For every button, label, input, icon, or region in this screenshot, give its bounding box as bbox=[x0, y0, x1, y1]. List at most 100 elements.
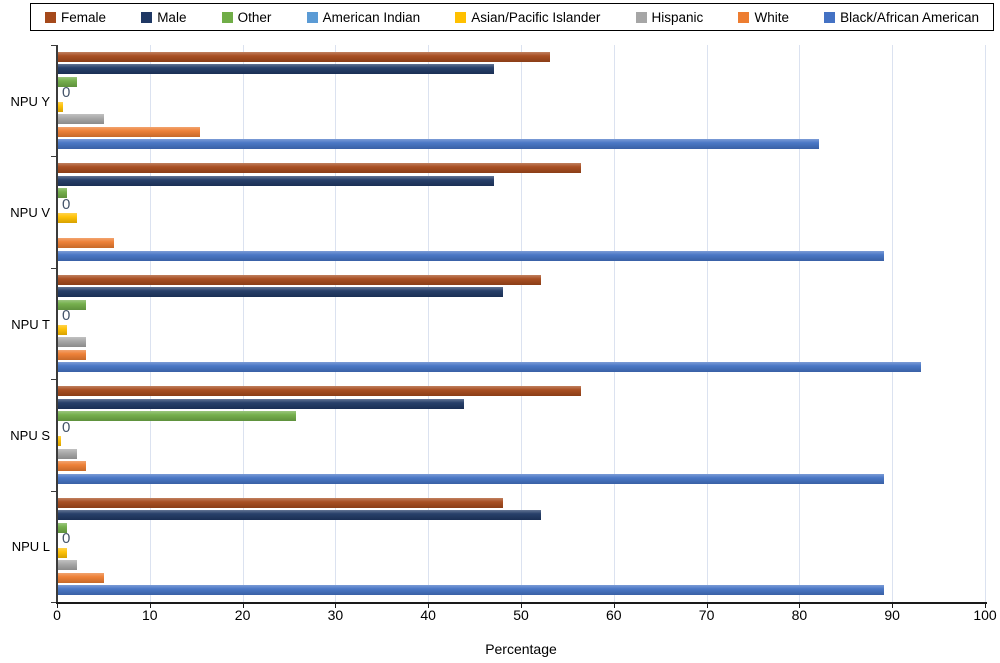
legend-item-female: Female bbox=[45, 10, 106, 25]
bar-female-npu-l bbox=[58, 497, 504, 508]
legend-label: Other bbox=[237, 9, 272, 25]
x-axis-tick bbox=[242, 604, 244, 608]
gridline-30 bbox=[335, 45, 337, 602]
legend-swatch-icon bbox=[306, 11, 318, 23]
bar-white-npu-y bbox=[58, 126, 200, 137]
category-label-npu-s: NPU S bbox=[10, 427, 50, 443]
bar-white-npu-t bbox=[58, 349, 86, 360]
x-tick-label-100: 100 bbox=[973, 607, 997, 623]
category-label-npu-y: NPU Y bbox=[10, 93, 51, 109]
x-axis-tick bbox=[521, 604, 522, 608]
bar-black-african-american-npu-l bbox=[58, 585, 884, 596]
category-label-npu-l: NPU L bbox=[11, 539, 50, 555]
legend-label: Male bbox=[157, 9, 187, 25]
bar-asian-pacific-islander-npu-s bbox=[58, 436, 61, 447]
x-tick-label-50: 50 bbox=[513, 607, 529, 623]
category-axis-tick bbox=[51, 490, 56, 492]
legend-item-other: Other bbox=[221, 9, 272, 25]
category-axis-tick bbox=[51, 45, 56, 46]
x-axis-line bbox=[56, 602, 987, 604]
bar-black-african-american-npu-t bbox=[58, 362, 922, 373]
bar-hispanic-npu-l bbox=[58, 560, 77, 571]
legend-swatch-icon bbox=[221, 11, 233, 23]
bar-male-npu-y bbox=[58, 64, 495, 75]
data-label-american-indian-npu-t: 0 bbox=[62, 307, 71, 325]
gridline-20 bbox=[242, 45, 244, 602]
bar-asian-pacific-islander-npu-v bbox=[58, 213, 77, 224]
bar-black-african-american-npu-s bbox=[58, 473, 884, 484]
x-tick-label-80: 80 bbox=[791, 607, 808, 623]
bar-white-npu-l bbox=[58, 572, 105, 583]
legend-swatch-icon bbox=[455, 11, 467, 23]
x-axis-title: Percentage bbox=[485, 641, 557, 657]
bar-male-npu-v bbox=[58, 175, 495, 186]
legend-label: American Indian bbox=[322, 9, 421, 25]
legend-item-male: Male bbox=[141, 10, 186, 25]
legend-label: White bbox=[754, 9, 789, 25]
x-axis-tick bbox=[613, 604, 615, 608]
data-label-american-indian-npu-y: 0 bbox=[62, 84, 71, 102]
x-axis-tick bbox=[335, 604, 337, 608]
category-label-npu-t: NPU T bbox=[11, 316, 50, 332]
bar-other-npu-l bbox=[58, 522, 68, 533]
bar-female-npu-s bbox=[58, 386, 582, 397]
data-label-american-indian-npu-l: 0 bbox=[62, 530, 71, 548]
gridline-40 bbox=[428, 45, 430, 602]
legend-label: Female bbox=[61, 9, 107, 25]
bar-male-npu-s bbox=[58, 398, 464, 409]
bar-black-african-american-npu-v bbox=[58, 250, 884, 261]
gridline-100 bbox=[985, 45, 986, 602]
legend-swatch-icon bbox=[635, 11, 647, 23]
category-label-npu-v: NPU V bbox=[10, 205, 50, 221]
x-tick-label-60: 60 bbox=[606, 607, 622, 623]
x-tick-label-70: 70 bbox=[698, 607, 715, 623]
legend-item-black-african-american: Black/African American bbox=[824, 10, 979, 25]
bar-white-npu-v bbox=[58, 238, 114, 249]
legend-item-american-indian: American Indian bbox=[306, 9, 421, 25]
chart-legend: Female Male Other American Indian Asian/Paci… bbox=[30, 3, 994, 31]
gridline-10 bbox=[149, 45, 151, 602]
x-tick-label-20: 20 bbox=[234, 607, 251, 623]
data-label-american-indian-npu-v: 0 bbox=[62, 195, 71, 213]
bar-asian-pacific-islander-npu-t bbox=[58, 324, 68, 335]
legend-swatch-icon bbox=[45, 11, 56, 23]
gridline-90 bbox=[892, 45, 894, 602]
x-tick-label-40: 40 bbox=[420, 607, 436, 623]
bar-hispanic-npu-s bbox=[58, 448, 77, 459]
legend-swatch-icon bbox=[141, 11, 153, 23]
x-axis-tick bbox=[57, 604, 58, 608]
bar-other-npu-t bbox=[58, 299, 86, 310]
legend-label: Asian/Pacific Islander bbox=[471, 9, 601, 25]
gridline-80 bbox=[799, 45, 801, 602]
legend-swatch-icon bbox=[824, 11, 836, 23]
bar-other-npu-y bbox=[58, 76, 77, 87]
bar-asian-pacific-islander-npu-y bbox=[58, 101, 63, 112]
bar-black-african-american-npu-y bbox=[58, 139, 819, 150]
legend-swatch-icon bbox=[738, 11, 750, 23]
x-axis-tick bbox=[892, 604, 894, 608]
legend-item-hispanic: Hispanic bbox=[635, 10, 703, 25]
category-axis-tick bbox=[51, 156, 56, 158]
data-label-american-indian-npu-s: 0 bbox=[62, 418, 71, 436]
plot-area: 0 0 0 0 0 bbox=[51, 45, 987, 608]
gridline-70 bbox=[706, 45, 708, 602]
bar-other-npu-v bbox=[58, 188, 68, 199]
bar-hispanic-npu-t bbox=[58, 337, 86, 348]
x-tick-label-30: 30 bbox=[327, 607, 344, 623]
bar-female-npu-v bbox=[58, 163, 582, 174]
legend-item-asian-pacific-islander: Asian/Pacific Islander bbox=[455, 10, 600, 25]
x-axis-tick bbox=[428, 604, 430, 608]
x-tick-label-10: 10 bbox=[142, 607, 158, 623]
bar-asian-pacific-islander-npu-l bbox=[58, 547, 68, 558]
bar-male-npu-l bbox=[58, 510, 541, 521]
x-axis-tick bbox=[985, 604, 986, 608]
bar-female-npu-y bbox=[58, 51, 550, 62]
x-tick-label-90: 90 bbox=[884, 607, 900, 623]
x-tick-label-0: 0 bbox=[53, 607, 61, 623]
bar-hispanic-npu-y bbox=[58, 114, 105, 125]
bar-other-npu-s bbox=[58, 411, 297, 422]
gridline-50 bbox=[521, 45, 522, 602]
bar-white-npu-s bbox=[58, 461, 86, 472]
x-axis-tick bbox=[149, 604, 151, 608]
